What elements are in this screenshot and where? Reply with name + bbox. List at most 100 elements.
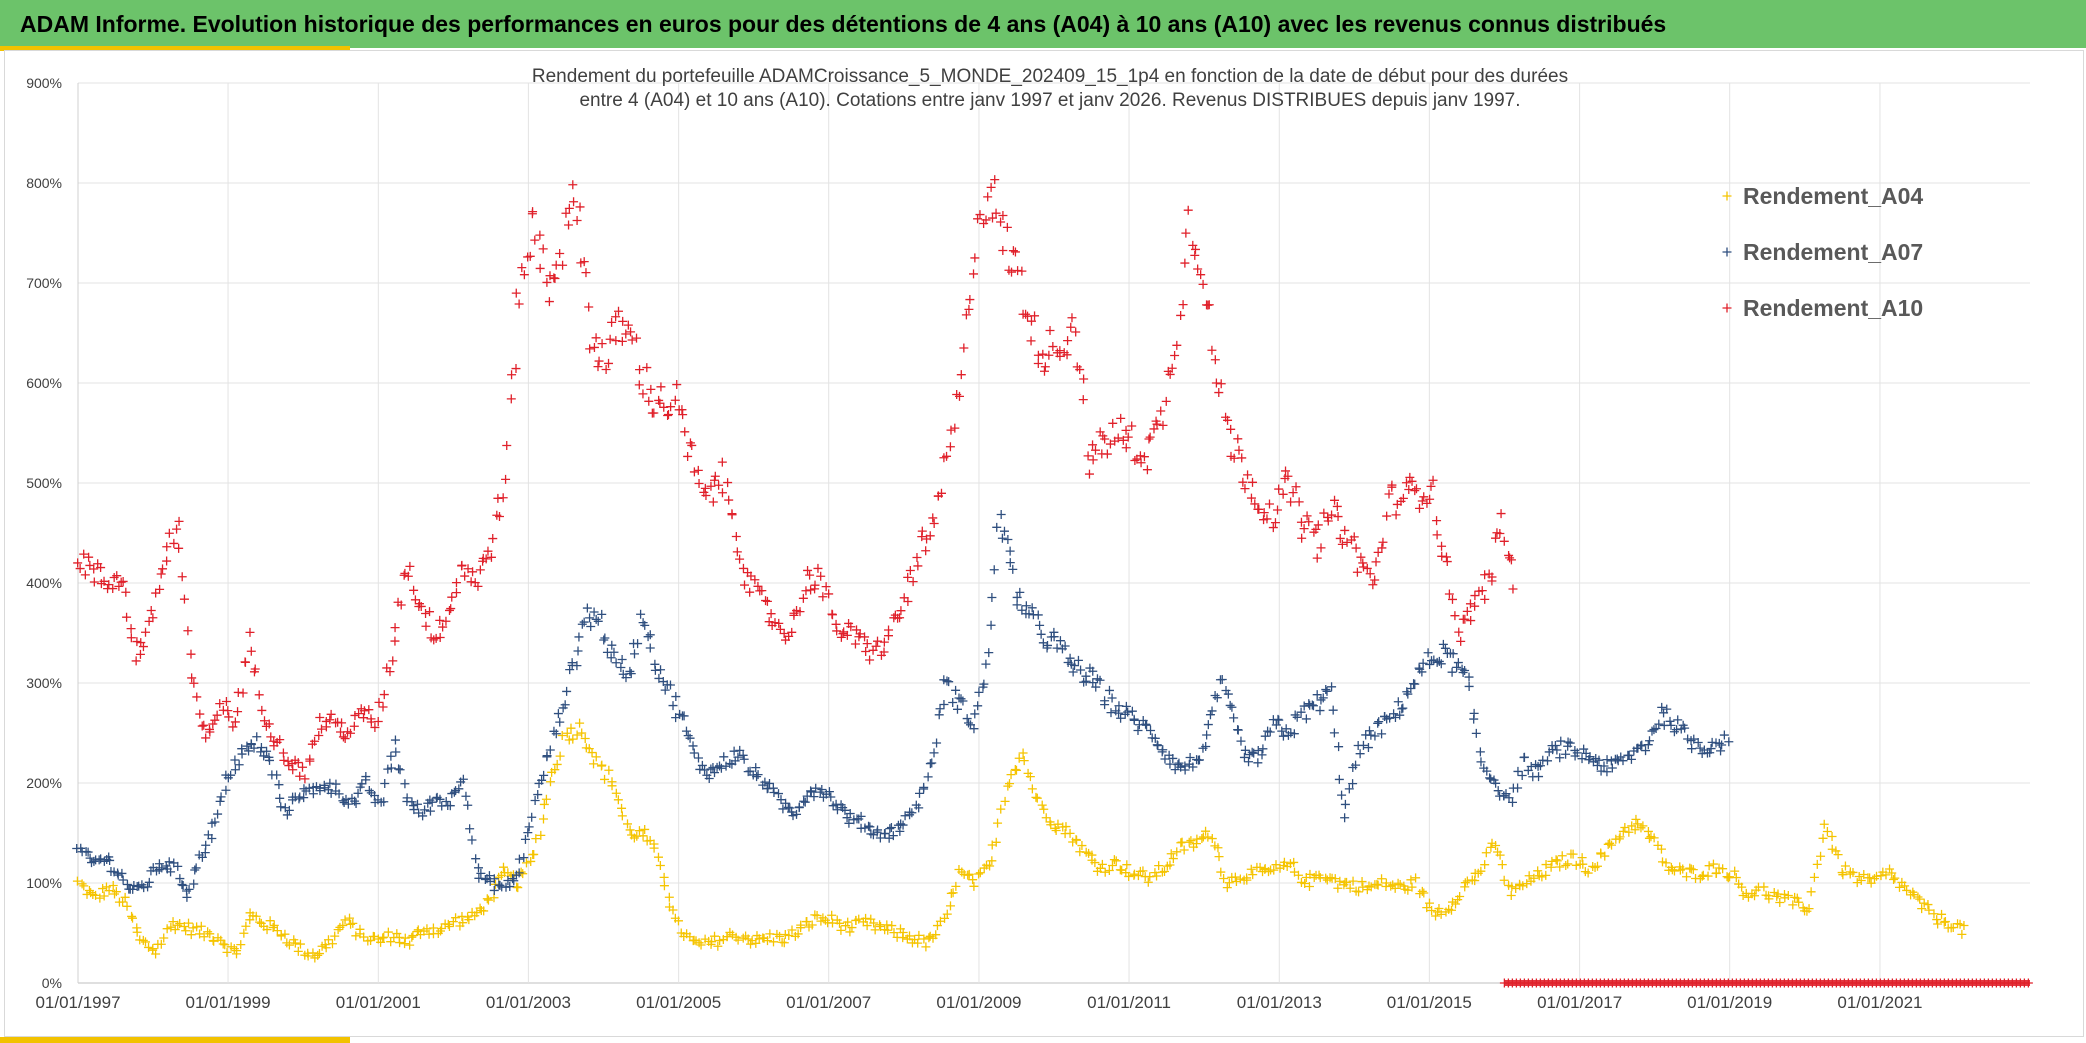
data-point bbox=[279, 755, 289, 765]
data-point bbox=[1216, 379, 1226, 389]
data-point bbox=[1344, 784, 1354, 794]
data-point bbox=[672, 380, 682, 390]
data-point bbox=[999, 526, 1009, 536]
data-point bbox=[164, 528, 174, 538]
data-point bbox=[1257, 750, 1267, 760]
data-point bbox=[395, 938, 405, 948]
data-point bbox=[416, 601, 426, 611]
data-point bbox=[420, 805, 430, 815]
data-point bbox=[1334, 742, 1344, 752]
data-point bbox=[1442, 557, 1452, 567]
data-point bbox=[1066, 322, 1076, 332]
data-point bbox=[1370, 731, 1380, 741]
data-point bbox=[836, 925, 846, 935]
data-point bbox=[905, 566, 915, 576]
data-point bbox=[766, 609, 776, 619]
data-point bbox=[1816, 851, 1826, 861]
data-point bbox=[378, 702, 388, 712]
data-point bbox=[880, 828, 890, 838]
data-point bbox=[1117, 865, 1127, 875]
data-point bbox=[479, 906, 489, 916]
data-point bbox=[743, 934, 753, 944]
data-point bbox=[284, 805, 294, 815]
data-point bbox=[519, 853, 529, 863]
data-point bbox=[611, 312, 621, 322]
data-point bbox=[1188, 762, 1198, 772]
data-point bbox=[1321, 685, 1331, 695]
data-point bbox=[1165, 860, 1175, 870]
data-point bbox=[1759, 882, 1769, 892]
data-point bbox=[845, 927, 855, 937]
data-point bbox=[812, 911, 822, 921]
data-point bbox=[668, 905, 678, 915]
data-point bbox=[1081, 676, 1091, 686]
data-point bbox=[1370, 575, 1380, 585]
data-point bbox=[1667, 865, 1677, 875]
data-point bbox=[1673, 715, 1683, 725]
data-point bbox=[738, 933, 748, 943]
data-point bbox=[701, 490, 711, 500]
data-point bbox=[883, 925, 893, 935]
data-point bbox=[805, 570, 815, 580]
data-point bbox=[1247, 747, 1257, 757]
data-point bbox=[251, 911, 261, 921]
legend-marker bbox=[1722, 191, 1732, 201]
data-point bbox=[357, 779, 367, 789]
data-point bbox=[626, 669, 636, 679]
data-point bbox=[190, 865, 200, 875]
data-point bbox=[1513, 783, 1523, 793]
data-point bbox=[796, 920, 806, 930]
data-point bbox=[681, 726, 691, 736]
data-point bbox=[1198, 279, 1208, 289]
data-point bbox=[272, 770, 282, 780]
data-point bbox=[1517, 770, 1527, 780]
data-point bbox=[1819, 819, 1829, 829]
data-point bbox=[293, 946, 303, 956]
data-point bbox=[1706, 744, 1716, 754]
data-point bbox=[1111, 856, 1121, 866]
data-point bbox=[1669, 866, 1679, 876]
data-point bbox=[1229, 453, 1239, 463]
data-point bbox=[1856, 875, 1866, 885]
data-point bbox=[1017, 266, 1027, 276]
data-point bbox=[465, 824, 475, 834]
data-point bbox=[794, 802, 804, 812]
data-point bbox=[538, 244, 548, 254]
data-point bbox=[1491, 841, 1501, 851]
data-point bbox=[1391, 510, 1401, 520]
data-point bbox=[1202, 730, 1212, 740]
data-point bbox=[1556, 736, 1566, 746]
data-point bbox=[308, 948, 318, 958]
data-point bbox=[716, 763, 726, 773]
data-point bbox=[315, 712, 325, 722]
data-point bbox=[1217, 674, 1227, 684]
data-point bbox=[1426, 481, 1436, 491]
data-point bbox=[260, 716, 270, 726]
data-point bbox=[1437, 541, 1447, 551]
data-point bbox=[687, 440, 697, 450]
data-point bbox=[611, 336, 621, 346]
data-point bbox=[1100, 867, 1110, 877]
data-point bbox=[1048, 342, 1058, 352]
data-point bbox=[1340, 813, 1350, 823]
data-point bbox=[1253, 758, 1263, 768]
data-point bbox=[1144, 434, 1154, 444]
data-point bbox=[1557, 851, 1567, 861]
data-point bbox=[765, 778, 775, 788]
data-point bbox=[1453, 658, 1463, 668]
data-point bbox=[1718, 864, 1728, 874]
data-point bbox=[1425, 494, 1435, 504]
data-point bbox=[795, 607, 805, 617]
data-point bbox=[1417, 496, 1427, 506]
data-point bbox=[1352, 567, 1362, 577]
data-point bbox=[110, 889, 120, 899]
data-point bbox=[1294, 497, 1304, 507]
data-point bbox=[572, 661, 582, 671]
data-point bbox=[987, 592, 997, 602]
data-point bbox=[1197, 834, 1207, 844]
data-point bbox=[542, 277, 552, 287]
data-point bbox=[458, 918, 468, 928]
data-point bbox=[1431, 911, 1441, 921]
data-point bbox=[572, 730, 582, 740]
data-point bbox=[1909, 890, 1919, 900]
